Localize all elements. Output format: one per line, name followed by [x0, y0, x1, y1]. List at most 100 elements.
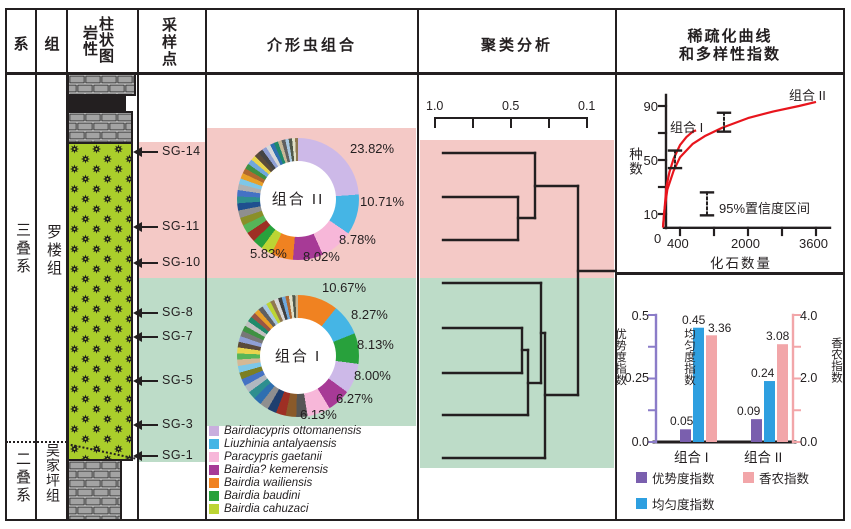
pie-callout: 8.27% — [351, 307, 388, 322]
sample-label: SG-7 — [162, 329, 194, 343]
column-header-rarefaction-line2: 和多样性指数 — [678, 46, 781, 63]
divider-assemblage-cluster — [417, 8, 419, 521]
divider-sampling-assemblage — [205, 8, 207, 521]
bar-right-tick-label: 2.0 — [800, 371, 818, 385]
species-legend-item: Bairdia cahuzaci — [209, 503, 308, 515]
column-header-assemblage: 介形虫组合 — [266, 37, 357, 54]
pie-callout: 6.27% — [336, 391, 373, 406]
bar-value-label: 3.36 — [708, 321, 732, 335]
confidence-interval-label: 95%置信度区间 — [719, 201, 811, 216]
formation-wujiaping: 吴家坪组 — [45, 443, 61, 503]
bar-category-label: 组合 II — [744, 450, 783, 465]
rarefaction-ylabel: 种数 — [627, 147, 642, 176]
cluster-scale-tick-label: 1.0 — [426, 99, 444, 113]
species-name: Bairdia wailiensis — [224, 477, 313, 489]
species-name: Liuzhinia antalyaensis — [224, 438, 337, 450]
lithology-limestone-bottom — [67, 459, 122, 521]
rarefaction-ytick-label: 10 — [643, 207, 658, 222]
zone-assemblage2-cluster — [420, 140, 614, 278]
species-name: Bairdiacypris ottomanensis — [224, 425, 362, 437]
pie-callout: 8.78% — [339, 232, 376, 247]
cluster-scale-ruler — [434, 117, 588, 128]
species-legend-item: Liuzhinia antalyaensis — [209, 438, 337, 450]
pie-callout: 8.02% — [303, 249, 340, 264]
rarefaction-series-label: 组合 I — [670, 120, 704, 135]
zone-assemblage1-cluster — [420, 278, 614, 468]
rarefaction-ytick-label: 90 — [643, 99, 658, 114]
sample-arrow-icon — [133, 450, 158, 461]
pie-callout: 10.71% — [360, 194, 405, 209]
sample-arrow-icon — [133, 257, 158, 268]
legend-swatch — [209, 426, 219, 436]
species-legend-item: Paracypris gaetanii — [209, 451, 322, 463]
bar-legend-label: 香农指数 — [759, 472, 810, 486]
bar-category-label: 组合 I — [674, 450, 709, 465]
cluster-scale-tick-label: 0.5 — [502, 99, 520, 113]
rarefaction-xlabel: 化石数量 — [710, 256, 772, 271]
divider-formation-lithology — [66, 8, 68, 521]
column-header-lithology: 岩性 — [81, 25, 98, 57]
bar-right-axis-title: 香农指数 — [830, 337, 842, 383]
bar-legend-item: 优势度指数 — [636, 468, 715, 487]
lithology-limestone-top — [67, 73, 136, 96]
pie-callout: 8.00% — [354, 368, 391, 383]
column-header-system: 系 — [13, 36, 29, 53]
divider-lithology-sampling — [137, 8, 139, 521]
bar-legend-label: 均匀度指数 — [652, 498, 715, 512]
donut-hole — [260, 161, 336, 237]
pie-callout: 8.13% — [357, 337, 394, 352]
species-legend-item: Bairdia baudini — [209, 490, 300, 502]
rarefaction-series-label: 组合 II — [789, 88, 826, 103]
legend-swatch — [636, 472, 647, 483]
sample-arrow-icon — [133, 375, 158, 386]
pie-callout: 5.83% — [250, 246, 287, 261]
bar-left-tick-label: 0.0 — [631, 435, 649, 449]
legend-swatch — [636, 498, 647, 509]
formation-luolou: 罗楼组 — [45, 224, 62, 278]
donut-hole — [260, 318, 336, 394]
column-header-rarefaction-line1: 稀疏化曲线 — [687, 28, 773, 45]
sample-label: SG-14 — [162, 144, 201, 158]
species-legend-item: Bairdiacypris ottomanensis — [209, 425, 361, 437]
species-name: Bairdia cahuzaci — [224, 503, 309, 515]
sample-arrow-icon — [133, 146, 158, 157]
sample-label: SG-5 — [162, 373, 194, 387]
species-name: Paracypris gaetanii — [224, 451, 322, 463]
rarefaction-ytick-label: 50 — [643, 153, 658, 168]
species-name: Bairdia baudini — [224, 490, 301, 502]
pie-callout: 6.13% — [300, 407, 337, 422]
lithology-limestone-mid — [67, 111, 133, 144]
sample-arrow-icon — [133, 307, 158, 318]
legend-swatch — [209, 478, 219, 488]
bar-mid-axis-title: 均匀度指数 — [683, 328, 695, 386]
species-legend-item: Bairdia? kemerensis — [209, 464, 328, 476]
sample-arrow-icon — [133, 419, 158, 430]
bar-left-tick-label: 0.5 — [631, 309, 649, 323]
column-header-cluster: 聚类分析 — [480, 37, 553, 54]
bar-legend-label: 优势度指数 — [652, 472, 715, 486]
bar-value-label: 0.24 — [751, 366, 775, 380]
sample-label: SG-1 — [162, 448, 194, 462]
species-legend-item: Bairdia wailiensis — [209, 477, 312, 489]
species-name: Bairdia? kemerensis — [224, 464, 329, 476]
bar-left-axis-title: 优势度指数 — [614, 328, 626, 386]
cluster-scale-tick-label: 0.1 — [578, 99, 596, 113]
bar-legend-item: 香农指数 — [743, 468, 809, 487]
rarefaction-origin-label: 0 — [654, 231, 662, 246]
sample-label: SG-10 — [162, 255, 201, 269]
rarefaction-xtick-label: 3600 — [799, 236, 828, 251]
bar-right-tick-label: 4.0 — [800, 309, 818, 323]
sample-label: SG-11 — [162, 219, 200, 233]
sample-arrow-icon — [133, 221, 158, 232]
column-header-sampling: 采样点 — [160, 17, 177, 68]
legend-swatch — [209, 465, 219, 475]
bar-value-label: 0.09 — [737, 404, 761, 418]
legend-swatch — [209, 491, 219, 501]
bar-left-tick-label: 0.25 — [624, 371, 649, 385]
legend-swatch — [743, 472, 754, 483]
bar-value-label: 0.45 — [682, 313, 706, 327]
legend-swatch — [209, 504, 219, 514]
divider-system-formation — [35, 8, 37, 521]
donut-chart-assemblage-1: 组合 I — [237, 295, 359, 417]
